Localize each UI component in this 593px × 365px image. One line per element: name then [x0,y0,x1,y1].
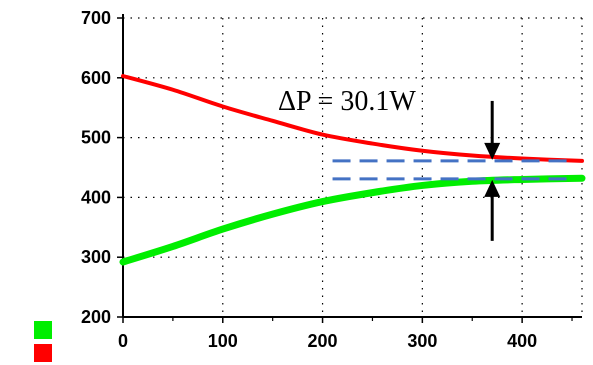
series-line-0 [121,74,584,163]
legend-swatch-green [34,321,52,339]
y-axis-ticks: 200 300 400 500 600 700 [81,8,123,327]
grid [123,17,583,317]
x-tick-label-1: 100 [208,331,238,351]
delta-p-annotation: ΔP = 30.1W [278,86,574,241]
x-tick-label-0: 0 [118,331,128,351]
legend-swatch-red [34,344,52,362]
annotation-label: ΔP = 30.1W [278,86,416,117]
x-tick-label-3: 300 [407,331,437,351]
y-tick-label-4: 600 [81,68,111,88]
up-arrow-head [484,179,501,197]
y-tick-label-5: 700 [81,8,111,28]
down-arrow-head [484,142,501,160]
axes [122,14,582,318]
y-tick-label-0: 200 [81,307,111,327]
y-tick-label-1: 300 [81,247,111,267]
x-tick-label-2: 200 [308,331,338,351]
y-tick-label-2: 400 [81,187,111,207]
x-axis-ticks: 0 100 200 300 400 [118,317,573,351]
y-tick-label-3: 500 [81,128,111,148]
series-line-1 [119,174,586,266]
legend [34,321,52,362]
x-tick-label-4: 400 [507,331,537,351]
